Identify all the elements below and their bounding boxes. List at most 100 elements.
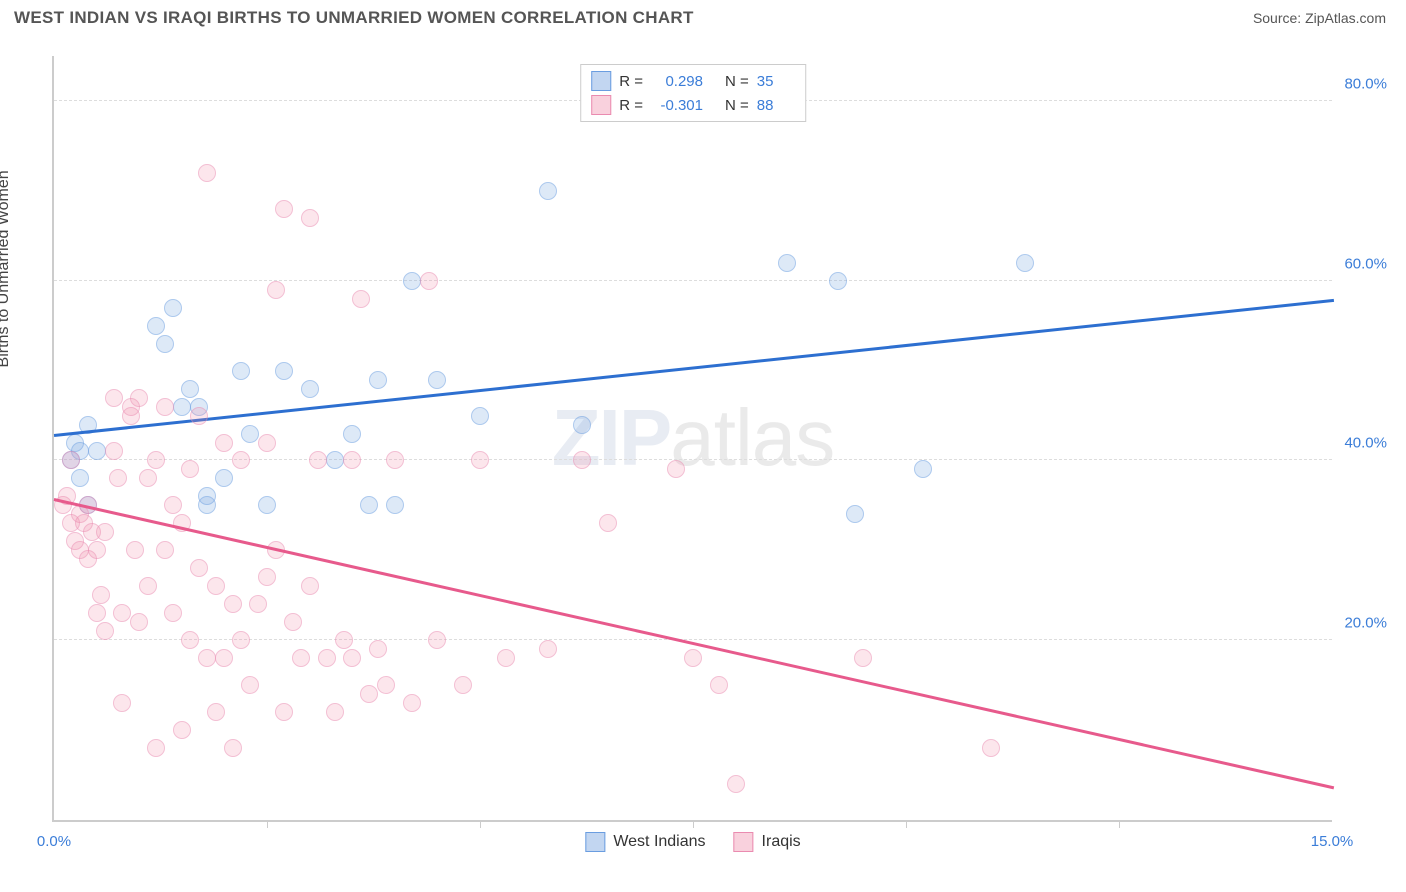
- data-point: [471, 451, 489, 469]
- series-name: West Indians: [613, 833, 705, 851]
- data-point: [215, 469, 233, 487]
- stats-legend-row: R =0.298N =35: [591, 69, 795, 93]
- data-point: [369, 371, 387, 389]
- data-point: [105, 442, 123, 460]
- data-point: [232, 362, 250, 380]
- source-link[interactable]: ZipAtlas.com: [1305, 10, 1386, 26]
- data-point: [198, 649, 216, 667]
- legend-swatch: [734, 832, 754, 852]
- data-point: [352, 290, 370, 308]
- r-label: R =: [619, 97, 643, 114]
- data-point: [130, 613, 148, 631]
- data-point: [198, 164, 216, 182]
- y-tick-label: 40.0%: [1344, 435, 1387, 452]
- data-point: [173, 721, 191, 739]
- source-attribution: Source: ZipAtlas.com: [1253, 10, 1386, 26]
- data-point: [156, 398, 174, 416]
- legend-swatch: [591, 71, 611, 91]
- data-point: [164, 604, 182, 622]
- data-point: [778, 254, 796, 272]
- x-tick: [267, 820, 268, 828]
- n-label: N =: [725, 73, 749, 90]
- data-point: [326, 703, 344, 721]
- data-point: [667, 460, 685, 478]
- data-point: [105, 389, 123, 407]
- legend-swatch: [591, 95, 611, 115]
- stats-legend-row: R =-0.301N =88: [591, 93, 795, 117]
- data-point: [497, 649, 515, 667]
- data-point: [109, 469, 127, 487]
- data-point: [130, 389, 148, 407]
- data-point: [198, 487, 216, 505]
- data-point: [190, 559, 208, 577]
- data-point: [173, 398, 191, 416]
- data-point: [1016, 254, 1034, 272]
- data-point: [215, 434, 233, 452]
- series-legend-item: West Indians: [585, 832, 705, 852]
- data-point: [301, 209, 319, 227]
- data-point: [275, 703, 293, 721]
- data-point: [420, 272, 438, 290]
- data-point: [710, 676, 728, 694]
- stats-legend: R =0.298N =35R =-0.301N =88: [580, 64, 806, 122]
- data-point: [147, 317, 165, 335]
- data-point: [599, 514, 617, 532]
- data-point: [139, 469, 157, 487]
- data-point: [292, 649, 310, 667]
- plot-area: ZIPatlas R =0.298N =35R =-0.301N =88 Wes…: [52, 56, 1332, 822]
- data-point: [181, 380, 199, 398]
- data-point: [846, 505, 864, 523]
- r-label: R =: [619, 73, 643, 90]
- data-point: [92, 586, 110, 604]
- data-point: [156, 335, 174, 353]
- data-point: [275, 362, 293, 380]
- data-point: [207, 577, 225, 595]
- chart-container: Births to Unmarried Women ZIPatlas R =0.…: [14, 42, 1392, 872]
- data-point: [88, 442, 106, 460]
- watermark-atlas: atlas: [670, 393, 834, 482]
- data-point: [403, 694, 421, 712]
- data-point: [164, 496, 182, 514]
- data-point: [309, 451, 327, 469]
- data-point: [377, 676, 395, 694]
- data-point: [386, 451, 404, 469]
- data-point: [164, 299, 182, 317]
- r-value: -0.301: [651, 97, 703, 114]
- data-point: [403, 272, 421, 290]
- r-value: 0.298: [651, 73, 703, 90]
- data-point: [96, 523, 114, 541]
- data-point: [113, 604, 131, 622]
- x-tick: [906, 820, 907, 828]
- data-point: [684, 649, 702, 667]
- data-point: [914, 460, 932, 478]
- data-point: [147, 739, 165, 757]
- data-point: [301, 577, 319, 595]
- data-point: [249, 595, 267, 613]
- watermark-zip: ZIP: [552, 393, 670, 482]
- data-point: [854, 649, 872, 667]
- gridline: [54, 280, 1332, 281]
- data-point: [232, 631, 250, 649]
- data-point: [326, 451, 344, 469]
- data-point: [573, 416, 591, 434]
- data-point: [88, 541, 106, 559]
- n-label: N =: [725, 97, 749, 114]
- data-point: [207, 703, 225, 721]
- data-point: [224, 595, 242, 613]
- data-point: [241, 425, 259, 443]
- data-point: [181, 460, 199, 478]
- x-tick: [1119, 820, 1120, 828]
- data-point: [241, 676, 259, 694]
- data-point: [829, 272, 847, 290]
- series-name: Iraqis: [762, 833, 801, 851]
- x-tick-label: 0.0%: [37, 833, 71, 850]
- data-point: [335, 631, 353, 649]
- data-point: [71, 469, 89, 487]
- data-point: [982, 739, 1000, 757]
- y-axis-label: Births to Unmarried Women: [0, 170, 13, 367]
- data-point: [232, 451, 250, 469]
- data-point: [113, 694, 131, 712]
- data-point: [284, 613, 302, 631]
- x-tick: [480, 820, 481, 828]
- data-point: [224, 739, 242, 757]
